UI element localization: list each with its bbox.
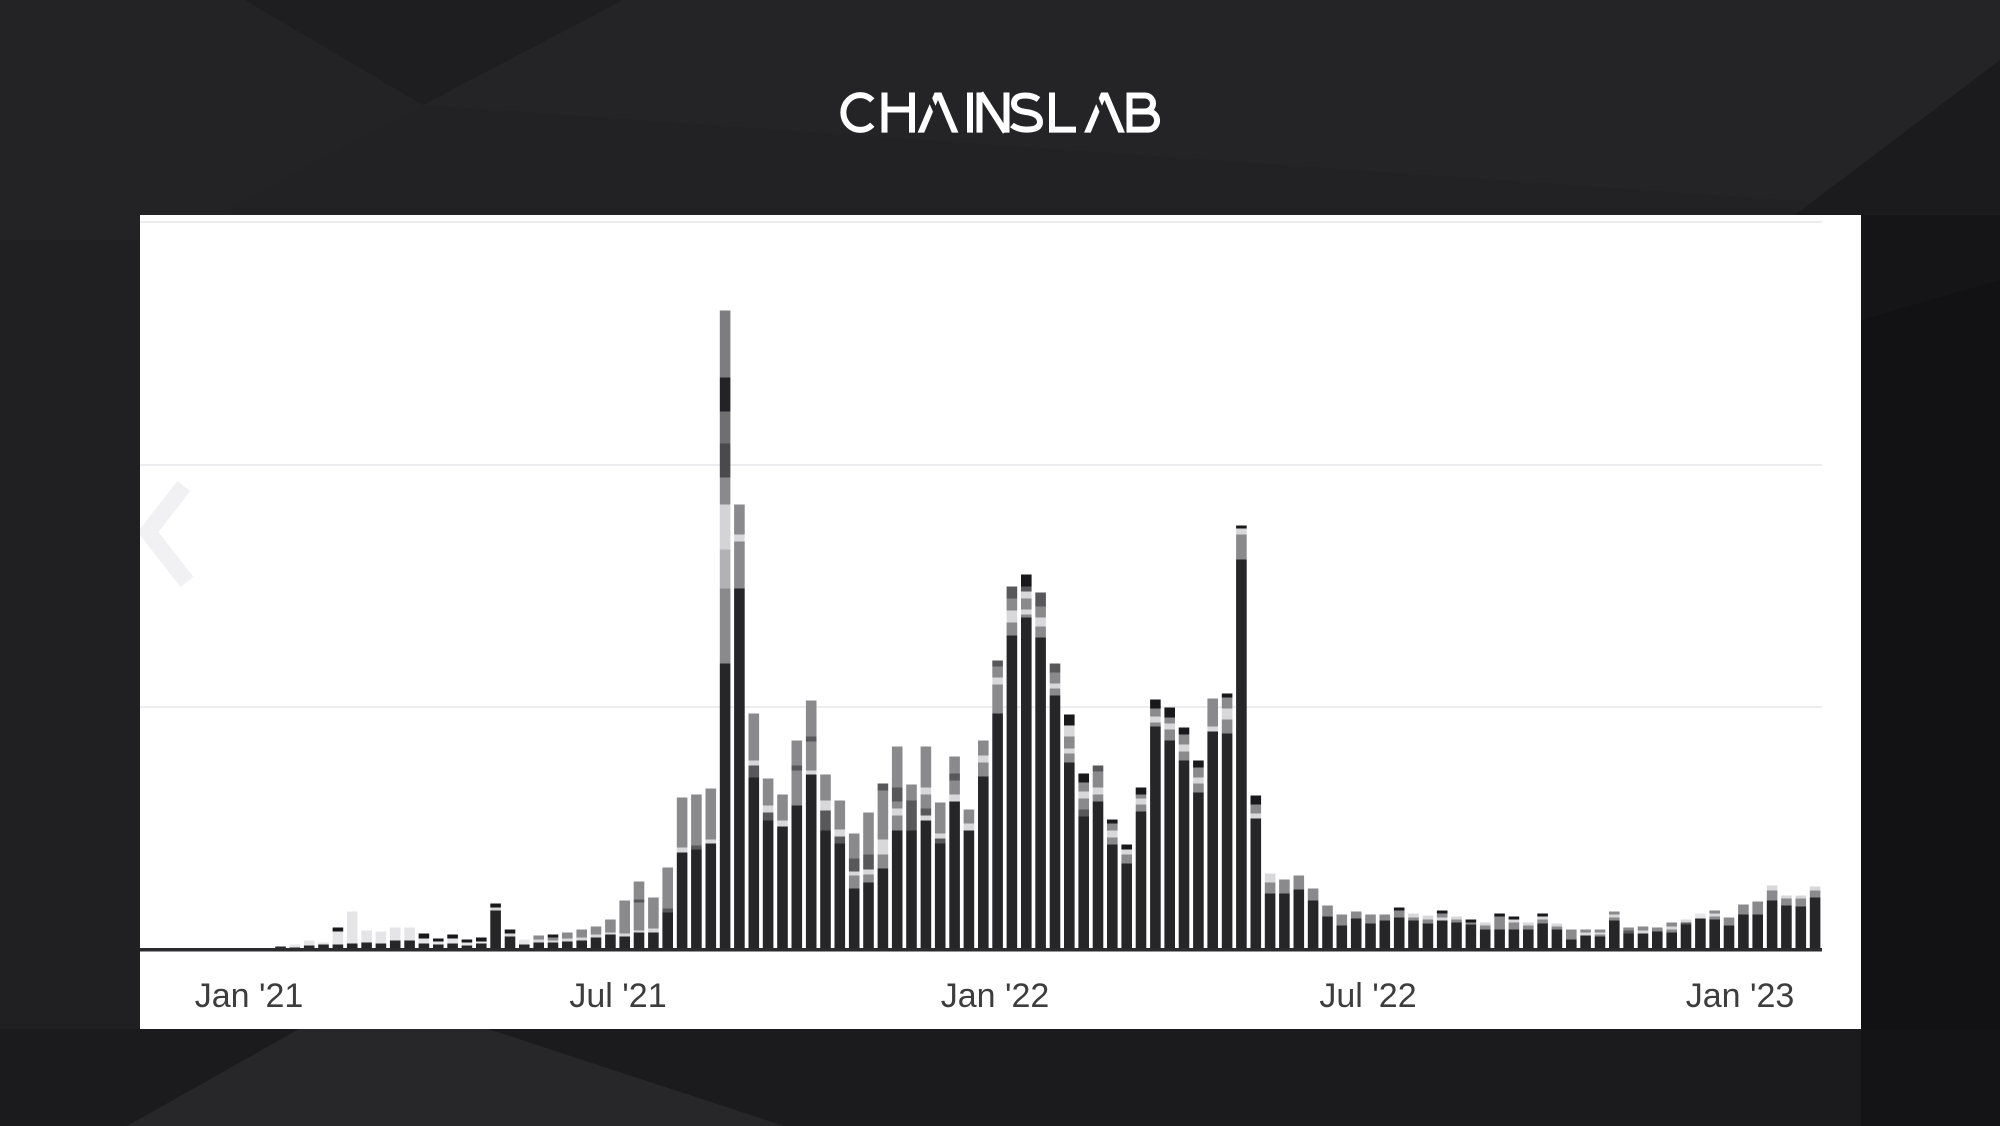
svg-text:Jul '22: Jul '22 [1319, 977, 1416, 1015]
svg-text:Jan '22: Jan '22 [941, 977, 1050, 1015]
svg-text:Jan '21: Jan '21 [195, 977, 304, 1015]
svg-text:Jan '23: Jan '23 [1686, 977, 1795, 1015]
svg-text:Jul '21: Jul '21 [569, 977, 666, 1015]
